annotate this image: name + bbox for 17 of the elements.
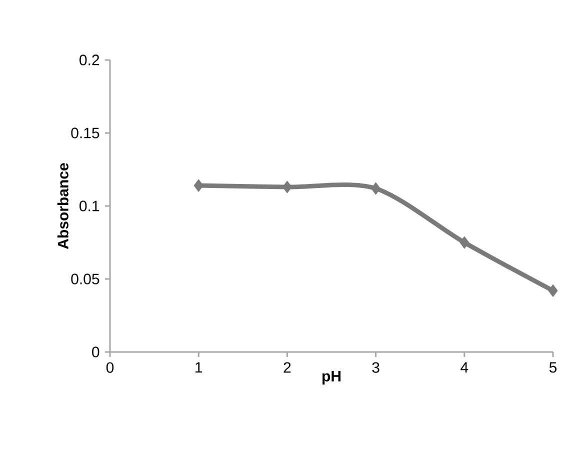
x-tick-label: 0 bbox=[106, 362, 114, 373]
point bbox=[194, 179, 204, 192]
x-axis-title: pH bbox=[322, 371, 340, 384]
y-tick-label: 0.1 bbox=[80, 200, 100, 212]
point bbox=[371, 182, 381, 195]
y-axis-title: Absorbance bbox=[57, 163, 68, 249]
y-tick-label: 0 bbox=[92, 346, 100, 358]
x-tick-label: 2 bbox=[284, 362, 291, 373]
x-tick-label: 4 bbox=[460, 362, 468, 373]
point bbox=[548, 284, 558, 297]
x-tick-label: 3 bbox=[372, 362, 380, 373]
y-tick-label: 0.2 bbox=[80, 54, 100, 66]
y-tick-label: 0.05 bbox=[71, 274, 100, 284]
point bbox=[460, 236, 470, 249]
x-tick-label: 1 bbox=[196, 362, 202, 373]
y-tick-label: 0.15 bbox=[71, 128, 100, 138]
x-tick-label: 5 bbox=[549, 362, 557, 373]
